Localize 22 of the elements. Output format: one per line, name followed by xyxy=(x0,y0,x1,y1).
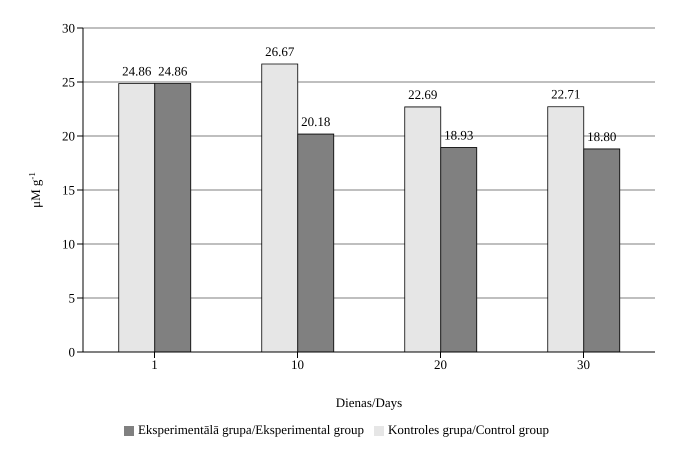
x-axis-title: Dienas/Days xyxy=(336,395,402,410)
y-tick-label: 20 xyxy=(62,128,75,144)
x-tick-label: 20 xyxy=(434,357,447,372)
data-label: 26.67 xyxy=(265,44,295,59)
data-label: 24.86 xyxy=(122,64,152,79)
x-tick-label: 1 xyxy=(151,357,158,372)
y-tick-label: 0 xyxy=(68,344,75,360)
legend-label: Eksperimentālā grupa/Eksperimental group xyxy=(138,422,364,437)
data-label: 22.71 xyxy=(551,86,580,102)
y-tick-label: 10 xyxy=(62,236,75,252)
legend-label: Kontroles grupa/Control group xyxy=(388,422,550,437)
data-label: 22.69 xyxy=(408,86,438,102)
x-tick-label: 30 xyxy=(577,357,590,372)
y-tick-label: 15 xyxy=(62,182,75,198)
y-tick-label: 5 xyxy=(68,290,75,306)
data-label: 24.86 xyxy=(158,64,188,79)
data-label: 20.18 xyxy=(301,114,330,130)
data-label: 18.93 xyxy=(444,128,474,143)
data-label: 18.80 xyxy=(587,128,616,144)
y-tick-label: 25 xyxy=(62,74,75,90)
x-tick-label: 10 xyxy=(291,357,304,372)
y-tick-label: 30 xyxy=(62,20,75,36)
